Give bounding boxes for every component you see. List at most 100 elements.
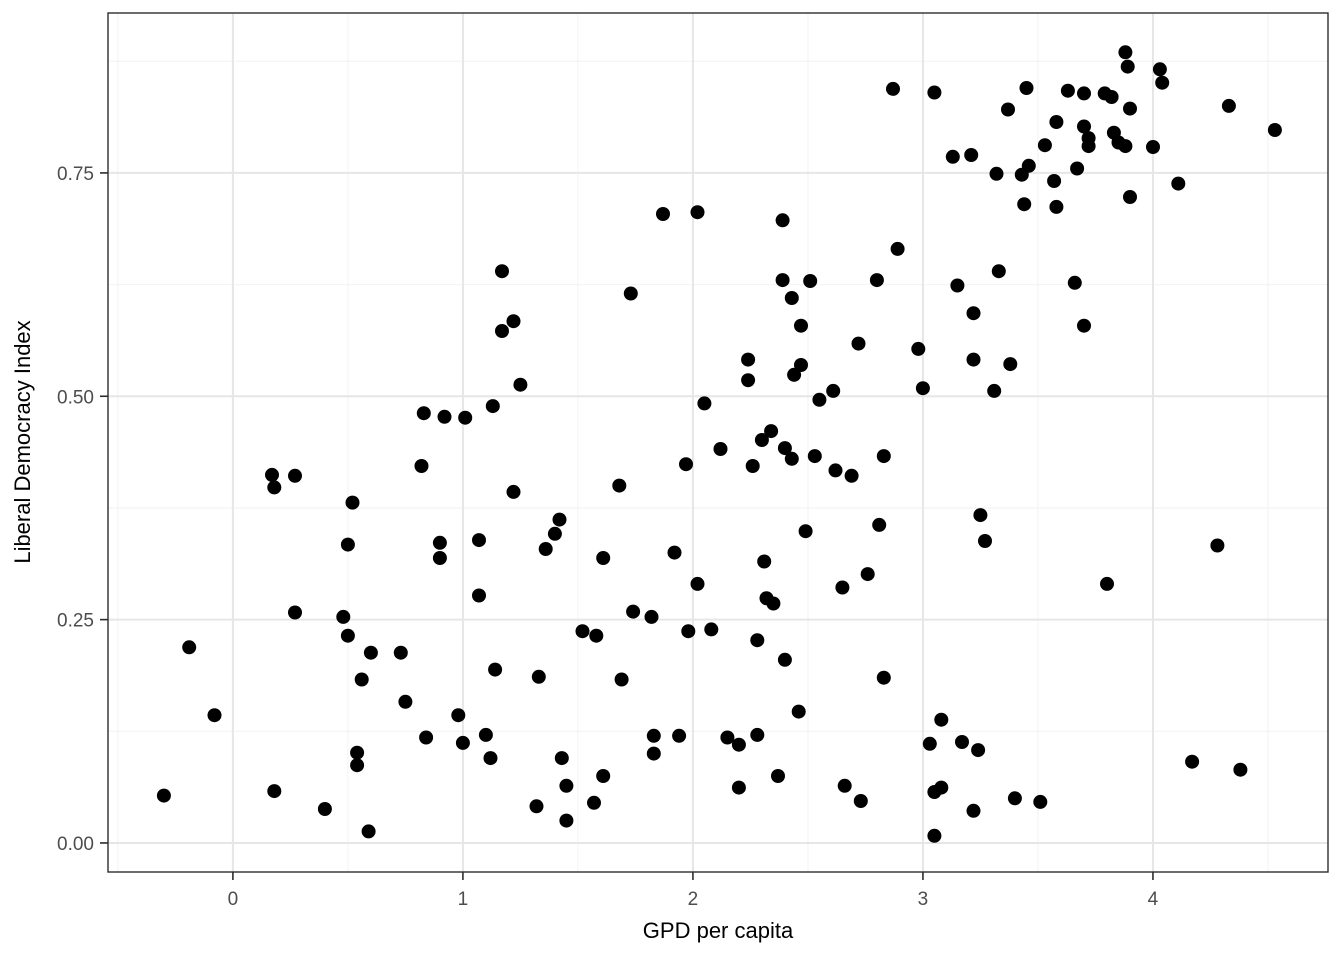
y-tick-label: 0.75 <box>57 164 94 185</box>
scatter-point <box>934 712 949 727</box>
scatter-point <box>612 478 627 493</box>
scatter-point <box>872 517 887 532</box>
scatter-point <box>741 352 756 367</box>
scatter-point <box>991 264 1006 279</box>
scatter-point <box>745 459 760 473</box>
scatter-point <box>437 409 452 424</box>
scatter-point <box>851 336 866 351</box>
scatter-point <box>596 551 611 565</box>
scatter-point <box>451 708 466 723</box>
scatter-point <box>1033 794 1048 809</box>
scatter-point <box>791 704 806 719</box>
scatter-point <box>513 377 528 392</box>
scatter-point <box>978 534 992 548</box>
scatter-point <box>911 341 926 356</box>
scatter-point <box>458 410 473 425</box>
scatter-point <box>966 352 981 367</box>
scatter-point <box>1077 86 1091 101</box>
y-axis-title: Liberal Democracy Index <box>10 320 35 563</box>
scatter-point <box>731 780 746 795</box>
scatter-point <box>587 795 601 810</box>
scatter-point <box>787 367 802 382</box>
scatter-point <box>350 758 365 773</box>
scatter-point <box>667 545 682 560</box>
scatter-point <box>1185 754 1200 769</box>
scatter-point <box>478 727 493 742</box>
scatter-point <box>354 672 369 687</box>
scatter-point <box>393 645 408 660</box>
scatter-point <box>697 396 712 411</box>
scatter-point <box>754 433 769 447</box>
scatter-point <box>538 542 553 556</box>
scatter-point <box>704 622 719 637</box>
scatter-point <box>156 788 171 803</box>
scatter-point <box>794 358 808 372</box>
scatter-point <box>1037 138 1052 153</box>
scatter-point <box>713 442 728 456</box>
scatter-point <box>922 736 937 751</box>
scatter-point <box>971 743 986 758</box>
scatter-point <box>1233 762 1248 777</box>
scatter-point <box>764 424 779 439</box>
scatter-point <box>340 628 355 643</box>
scatter-point <box>646 746 661 761</box>
scatter-point <box>623 286 638 301</box>
x-tick-label: 4 <box>1148 889 1159 910</box>
scatter-point <box>876 449 891 464</box>
scatter-point <box>853 794 868 808</box>
scatter-point <box>1070 161 1085 176</box>
scatter-point <box>419 730 434 745</box>
scatter-point <box>964 148 979 162</box>
scatter-point <box>837 778 852 793</box>
scatter-point <box>1021 158 1036 173</box>
scatter-point <box>828 463 843 478</box>
scatter-point <box>350 745 365 760</box>
scatter-point <box>927 828 942 843</box>
scatter-point <box>1007 791 1022 806</box>
scatter-point <box>807 449 822 464</box>
scatter-point <box>1003 357 1018 372</box>
scatter-point <box>182 640 197 655</box>
axis-tick-marks <box>100 172 1154 880</box>
scatter-point <box>1001 102 1015 117</box>
scatter-point <box>455 735 470 750</box>
scatter-point <box>812 392 827 407</box>
scatter-point <box>1123 101 1137 116</box>
scatter-point <box>488 662 503 677</box>
scatter-point <box>690 576 705 591</box>
scatter-point <box>798 524 813 539</box>
scatter-point <box>506 314 521 329</box>
scatter-point <box>750 727 765 742</box>
scatter-point <box>547 526 562 541</box>
scatter-point <box>1067 275 1082 290</box>
scatter-point <box>644 609 659 624</box>
x-axis-title: GPD per capita <box>643 918 794 943</box>
scatter-point <box>531 669 546 684</box>
scatter-point <box>345 495 360 510</box>
scatter-point <box>1049 199 1064 214</box>
scatter-point <box>529 799 544 814</box>
scatter-point <box>559 778 574 793</box>
scatter-point <box>472 588 486 603</box>
scatter-point <box>777 441 792 456</box>
scatter-point <box>1146 140 1160 154</box>
axis-tick-labels: 0 1 2 3 4 0.00 0.25 0.50 0.75 <box>57 164 1159 910</box>
scatter-point <box>288 468 302 483</box>
scatter-point <box>966 803 981 818</box>
scatter-point <box>614 672 629 687</box>
scatter-point <box>876 670 891 685</box>
scatter-point <box>955 735 969 749</box>
scatter-point <box>1049 115 1064 129</box>
scatter-point <box>1171 176 1186 191</box>
scatter-point <box>1123 190 1137 204</box>
scatter-point <box>757 554 772 569</box>
scatter-point <box>973 508 988 523</box>
y-tick-label: 0.25 <box>57 611 94 632</box>
scatter-point <box>690 205 705 220</box>
scatter-point <box>485 399 500 414</box>
scatter-point <box>950 278 965 293</box>
scatter-point <box>681 624 696 639</box>
scatter-point <box>927 85 942 100</box>
x-tick-label: 3 <box>918 889 929 910</box>
